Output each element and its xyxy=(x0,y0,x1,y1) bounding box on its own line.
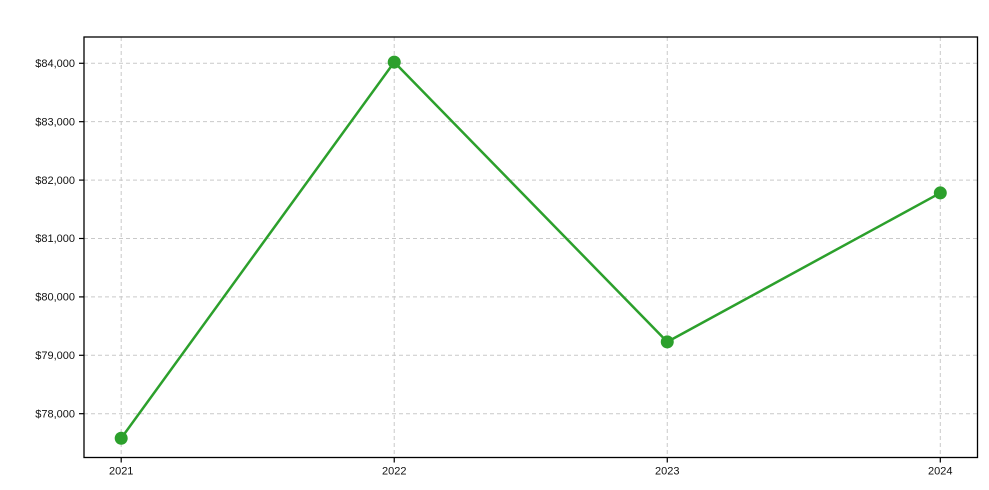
plot-border xyxy=(83,36,979,459)
x-tick-label: 2022 xyxy=(382,466,406,478)
x-tick-label: 2023 xyxy=(655,466,679,478)
y-tick-label: $84,000 xyxy=(35,58,75,70)
y-tick-label: $79,000 xyxy=(35,350,75,362)
data-point-2024 xyxy=(933,186,947,200)
y-tick-label: $78,000 xyxy=(35,408,75,420)
data-point-2022 xyxy=(387,55,401,69)
income-trend-line xyxy=(119,60,942,440)
x-tick-label: 2024 xyxy=(928,466,952,478)
y-tick-label: $82,000 xyxy=(35,175,75,187)
y-tick-label: $83,000 xyxy=(35,116,75,128)
data-point-2023 xyxy=(660,335,674,349)
data-point-2021 xyxy=(114,431,128,445)
y-tick-label: $80,000 xyxy=(35,292,75,304)
y-tick-label: $81,000 xyxy=(35,233,75,245)
x-tick-label: 2021 xyxy=(109,466,133,478)
